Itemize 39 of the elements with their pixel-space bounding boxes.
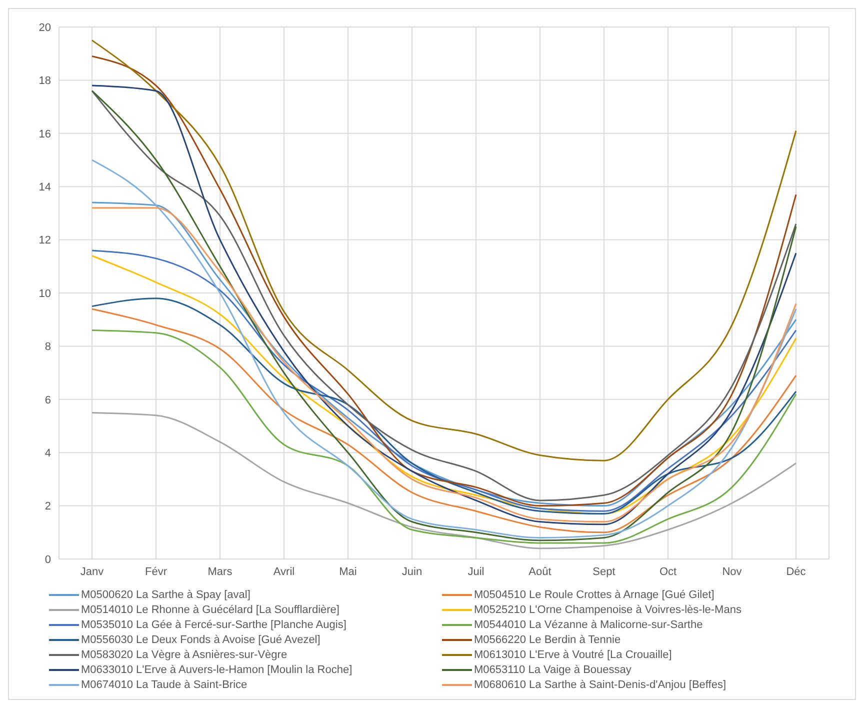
x-tick-label: Mars [208,566,233,578]
y-tick-label: 6 [44,394,51,406]
x-tick-label: Déc [786,566,806,578]
legend-label: M0514010 Le Rhonne à Guécélard [La Soufflardière] [81,604,340,616]
x-tick-label: Août [528,566,552,578]
y-tick-label: 20 [38,22,51,34]
y-tick-label: 16 [38,128,51,140]
legend-label: M0653110 La Vaige à Bouessay [474,664,632,676]
y-tick-label: 4 [44,448,51,460]
legend-label: M0556030 Le Deux Fonds à Avoise [Gué Avezel] [81,634,320,646]
y-tick-label: 18 [38,75,51,88]
x-tick-label: Févr [145,566,168,578]
x-tick-label: Juin [402,566,422,578]
y-tick-label: 2 [44,500,51,513]
x-tick-label: Nov [722,566,742,578]
x-tick-label: Janv [80,566,104,578]
y-tick-label: 8 [44,341,51,354]
legend-label: M0535010 La Gée à Fercé-sur-Sarthe [Planche Augis] [81,619,346,631]
y-tick-label: 10 [38,288,51,300]
legend-label: M0583020 La Vègre à Asnières-sur-Vègre [81,649,288,661]
x-tick-label: Avril [273,566,295,578]
legend-label: M0674010 La Taude à Saint-Brice [81,679,248,691]
x-tick-label: Mai [339,566,357,578]
legend-label: M0500620 La Sarthe à Spay [aval] [81,589,250,601]
legend-label: M0544010 La Vézanne à Malicorne-sur-Sarthe [474,619,703,631]
x-tick-label: Oct [659,566,677,578]
y-tick-label: 0 [44,554,51,566]
line-series [91,412,797,550]
legend-label: M0633010 L'Erve à Auvers-le-Hamon [Moulin la Roche] [81,664,352,676]
y-tick-label: 12 [38,234,51,247]
legend-label: M0525210 L'Orne Champenoise à Voivres-lès-le-Mans [474,604,742,616]
x-tick-label: Juil [468,566,484,578]
y-tick-label: 14 [38,182,51,194]
legend-label: M0613010 L'Erve à Voutré [La Crouaille] [474,649,672,661]
legend-label: M0680610 La Sarthe à Saint-Denis-d'Anjou [Beffes] [474,679,726,691]
line-series [91,159,797,538]
legend-label: M0566220 Le Berdin à Tennie [474,634,621,646]
legend-label: M0504510 Le Roule Crottes à Arnage [Gué Gilet] [474,589,714,601]
x-tick-label: Sept [592,566,616,578]
